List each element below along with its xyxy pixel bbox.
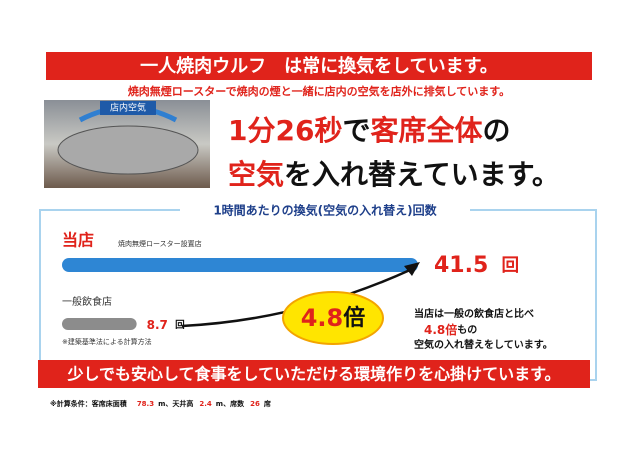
footnote-value: 78.3 bbox=[137, 400, 154, 408]
row-note: ※建築基準法による計算方法 bbox=[62, 337, 152, 346]
message-line1: 1分26秒で客席全体の bbox=[228, 114, 511, 147]
bar-value: 8.7 回 bbox=[147, 318, 185, 332]
footnote: ※計算条件：客席床面積 78.3 m、天井高 2.4 m、席数 26 席 bbox=[50, 399, 271, 408]
row-sublabel: 焼肉無煙ロースター設置店 bbox=[118, 239, 202, 248]
bottom-banner bbox=[38, 360, 590, 388]
ratio-badge bbox=[282, 291, 384, 345]
arrow-head bbox=[404, 262, 420, 276]
unit: 回 bbox=[501, 256, 519, 276]
summary-value: 4.8 bbox=[424, 323, 445, 337]
message: の bbox=[482, 114, 510, 147]
ratio-unit: 倍 bbox=[343, 305, 365, 331]
summary: 空気の入れ替えをしています。 bbox=[414, 338, 553, 351]
value: 8.7 bbox=[147, 318, 168, 332]
value: 41.5 bbox=[434, 253, 488, 278]
message: 客席全体 bbox=[370, 114, 483, 147]
photo-label-bg bbox=[100, 101, 156, 115]
banner-text: 少しでも安心して食事をしていただける環境作りを心掛けています。 bbox=[67, 365, 561, 384]
row-label: 一般飲食店 bbox=[62, 295, 112, 308]
row-label: 当店 bbox=[62, 231, 94, 250]
bar-value: 41.5 回 bbox=[434, 253, 519, 278]
subtitle: 焼肉無煙ロースターで焼肉の煙と一緒に店内の空気を店外に排気しています。 bbox=[128, 84, 510, 98]
roaster bbox=[57, 125, 199, 175]
message: 空気 bbox=[228, 158, 284, 191]
title: 一人焼肉ウルフ は常に換気をしています。 bbox=[140, 55, 498, 77]
header-banner bbox=[46, 52, 592, 80]
message: 1分26秒 bbox=[228, 114, 342, 147]
footnote-text: m、席数 bbox=[216, 399, 245, 408]
footnote-text: m、天井高 bbox=[158, 399, 193, 408]
message-line2: 空気を入れ替えています。 bbox=[228, 158, 560, 191]
summary: 4.8倍もの bbox=[424, 322, 477, 337]
bar bbox=[62, 258, 418, 272]
photo-label: 店内空気 bbox=[110, 102, 146, 114]
footnote-value: 2.4 bbox=[199, 400, 212, 408]
message: を入れ替えています。 bbox=[284, 158, 560, 191]
footnote-value: 26 bbox=[250, 400, 260, 408]
ratio: 4.8倍 bbox=[301, 304, 366, 332]
section-title-bg bbox=[180, 202, 470, 220]
message: で bbox=[342, 114, 370, 147]
bar bbox=[62, 318, 137, 330]
ratio-value: 4.8 bbox=[301, 304, 344, 332]
footnote-text: ※計算条件：客席床面積 bbox=[50, 399, 128, 408]
footnote-text: 席 bbox=[264, 399, 271, 408]
section-title: 1時間あたりの換気(空気の入れ替え)回数 bbox=[213, 203, 437, 218]
summary: 当店は一般の飲食店と比べ bbox=[414, 307, 534, 320]
summary-unit: 倍 bbox=[445, 322, 457, 337]
summary: もの bbox=[457, 324, 477, 336]
unit: 回 bbox=[175, 320, 185, 331]
